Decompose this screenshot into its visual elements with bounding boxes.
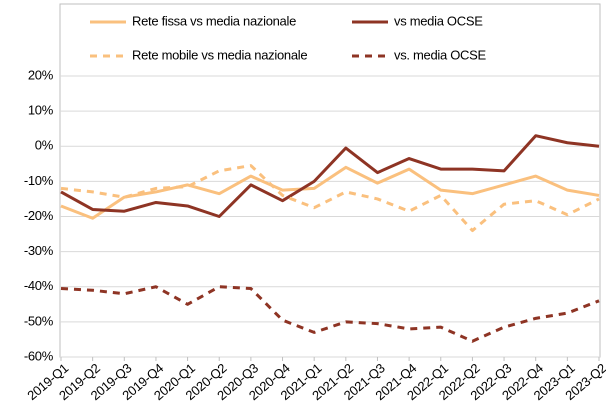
y-tick-label: 0% <box>35 138 54 153</box>
series-line <box>60 285 600 343</box>
series-line <box>60 165 600 220</box>
y-tick-label: -30% <box>24 243 54 258</box>
legend-label: Rete mobile vs media nazionale <box>132 47 307 62</box>
series-line <box>60 164 600 233</box>
legend-label: vs media OCSE <box>394 13 483 28</box>
y-tick-label: 20% <box>28 67 54 82</box>
y-tick-label: -20% <box>24 208 54 223</box>
series-line <box>60 134 600 218</box>
legend-label: Rete fissa vs media nazionale <box>132 13 296 28</box>
y-tick-label: -10% <box>24 173 54 188</box>
y-tick-label: 10% <box>28 103 54 118</box>
y-tick-label: -50% <box>24 313 54 328</box>
y-tick-label: -40% <box>24 278 54 293</box>
legend-label: vs. media OCSE <box>394 47 487 62</box>
y-tick-label: -60% <box>24 348 54 363</box>
